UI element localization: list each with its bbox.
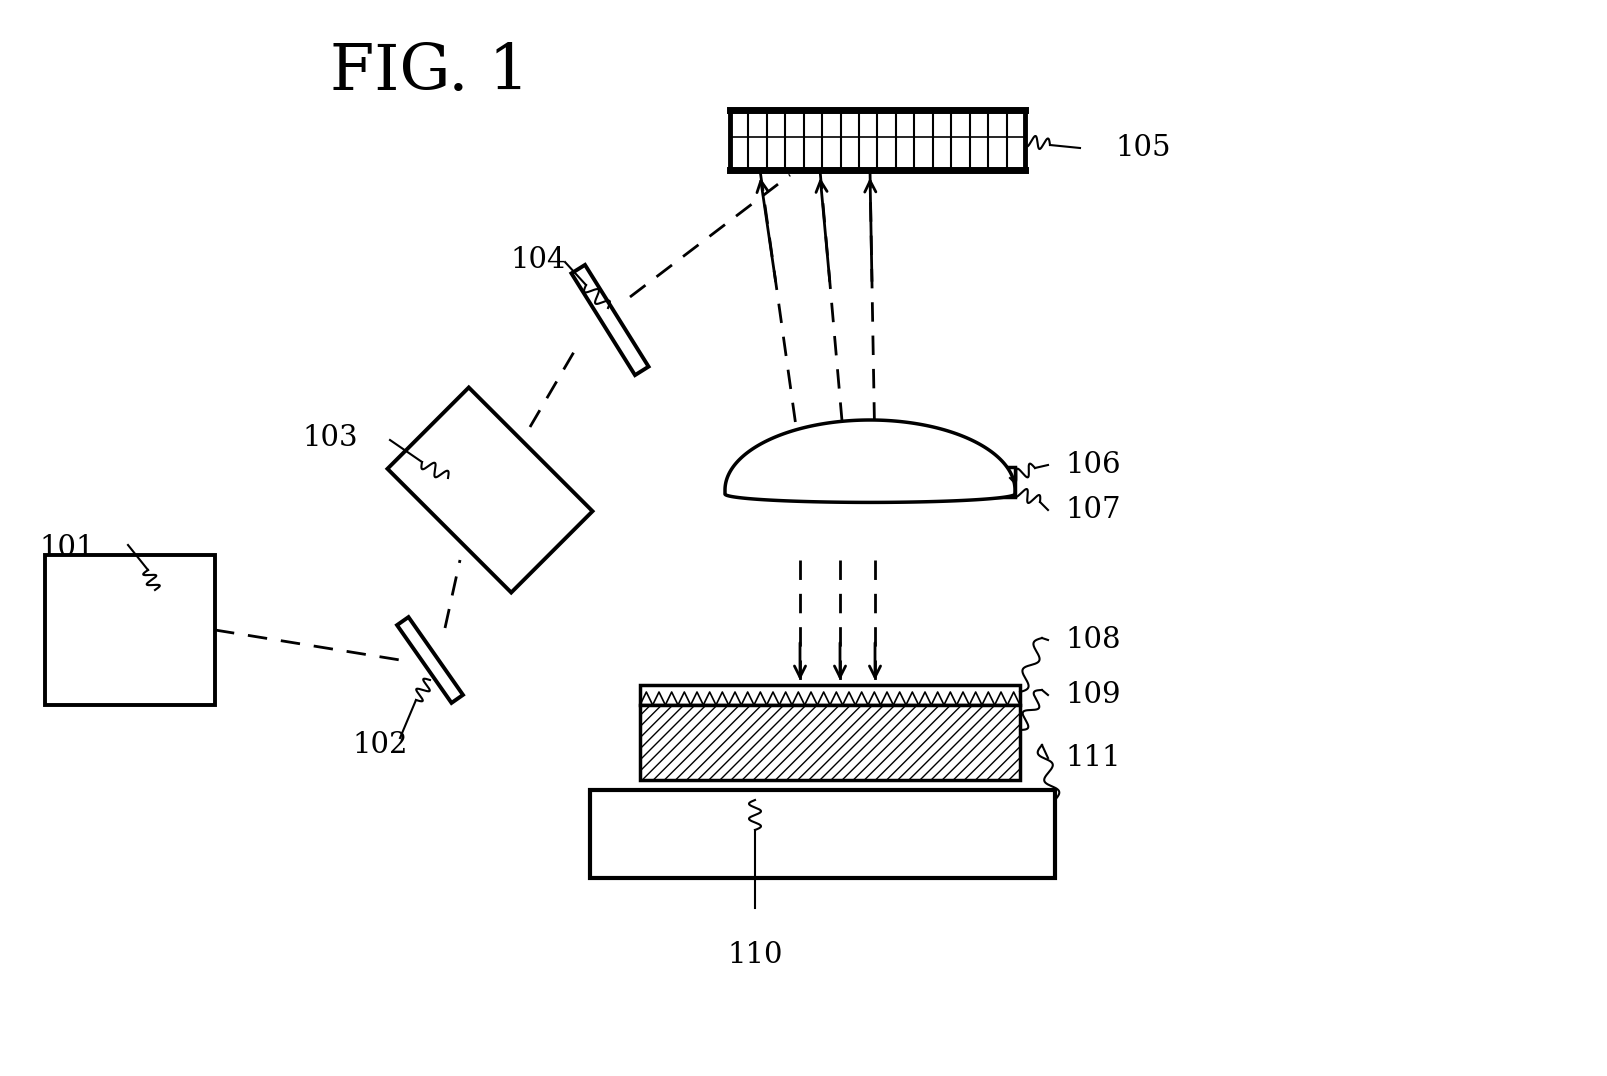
Bar bbox=[45, 555, 215, 705]
Text: 104: 104 bbox=[509, 246, 566, 274]
Polygon shape bbox=[570, 265, 648, 376]
Bar bbox=[640, 685, 1019, 705]
Text: 107: 107 bbox=[1064, 496, 1120, 524]
Bar bbox=[730, 110, 1024, 170]
Polygon shape bbox=[640, 705, 1019, 780]
Text: 103: 103 bbox=[302, 424, 358, 452]
Text: 108: 108 bbox=[1064, 626, 1120, 654]
Polygon shape bbox=[725, 420, 1014, 502]
Text: 110: 110 bbox=[726, 942, 783, 969]
Text: 106: 106 bbox=[1064, 451, 1120, 479]
Text: 109: 109 bbox=[1064, 681, 1120, 709]
Polygon shape bbox=[387, 387, 591, 593]
Text: FIG. 1: FIG. 1 bbox=[329, 42, 529, 102]
Text: 105: 105 bbox=[1114, 134, 1170, 162]
Text: 101: 101 bbox=[40, 534, 95, 562]
Bar bbox=[959, 467, 1014, 497]
Text: 111: 111 bbox=[1064, 744, 1120, 771]
Text: 102: 102 bbox=[352, 731, 408, 759]
Bar bbox=[590, 790, 1054, 878]
Polygon shape bbox=[397, 617, 463, 703]
